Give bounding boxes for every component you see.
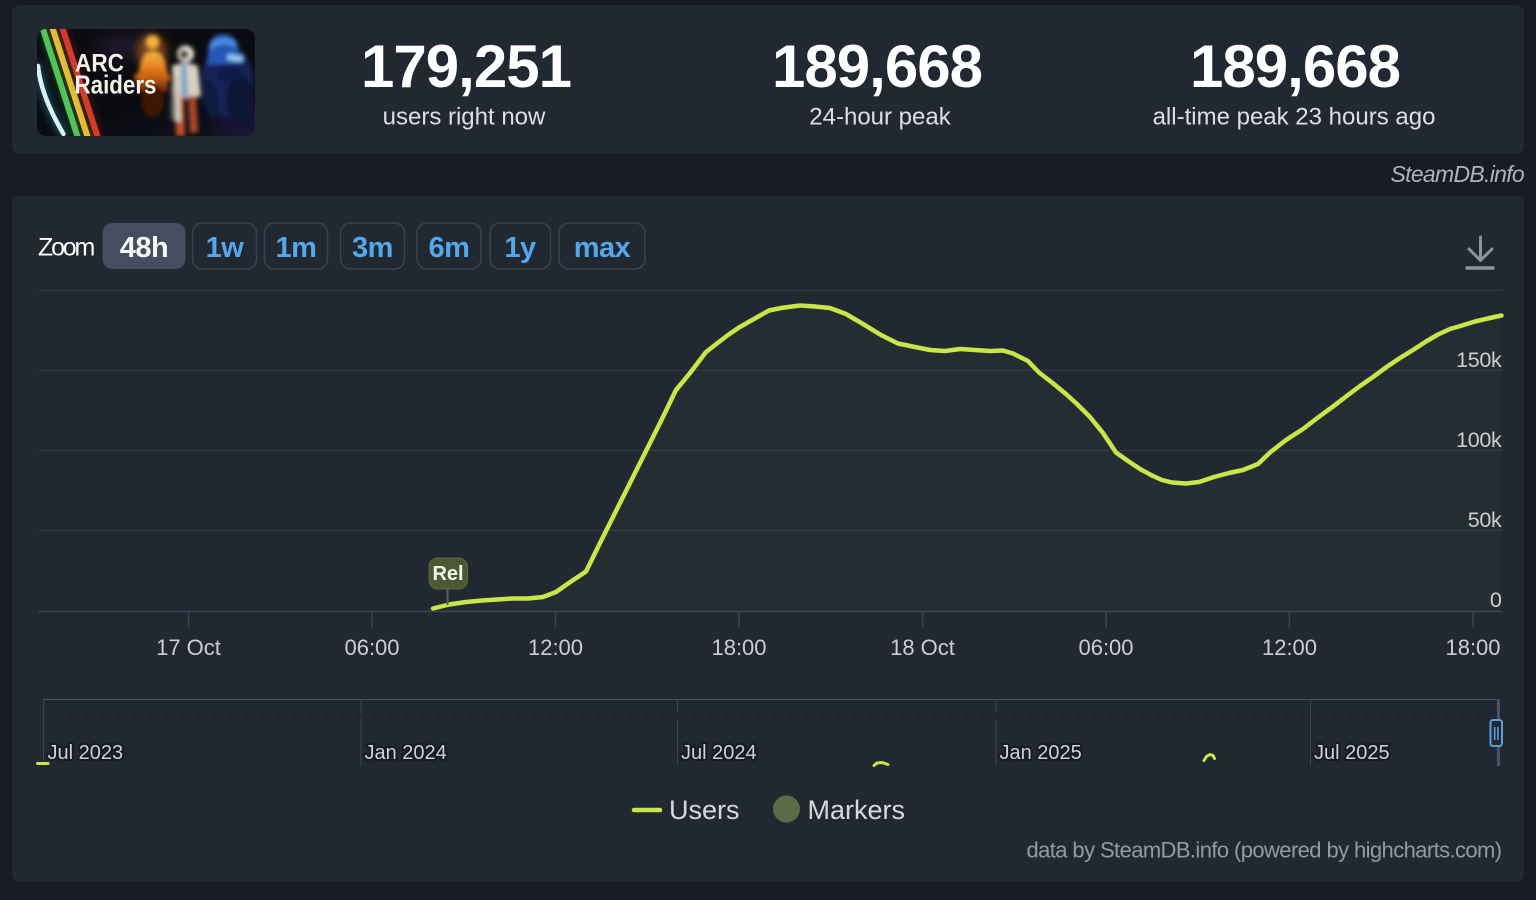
svg-text:Users: Users bbox=[669, 795, 740, 825]
svg-text:12:00: 12:00 bbox=[528, 635, 583, 660]
svg-text:100k: 100k bbox=[1456, 428, 1502, 452]
svg-text:1w: 1w bbox=[206, 232, 245, 264]
svg-text:Rel: Rel bbox=[432, 563, 463, 585]
svg-text:Jan 2024: Jan 2024 bbox=[365, 742, 447, 764]
svg-text:users right now: users right now bbox=[383, 104, 546, 131]
svg-text:17 Oct: 17 Oct bbox=[156, 635, 221, 660]
svg-text:24-hour peak: 24-hour peak bbox=[809, 104, 951, 131]
svg-text:Jul 2025: Jul 2025 bbox=[1314, 742, 1390, 764]
svg-text:179,251: 179,251 bbox=[361, 33, 571, 100]
svg-text:0: 0 bbox=[1490, 588, 1502, 612]
svg-text:ARC: ARC bbox=[75, 50, 124, 78]
svg-text:150k: 150k bbox=[1456, 348, 1502, 372]
svg-text:12:00: 12:00 bbox=[1262, 635, 1317, 660]
svg-text:06:00: 06:00 bbox=[344, 635, 399, 660]
svg-text:06:00: 06:00 bbox=[1078, 635, 1133, 660]
svg-text:3m: 3m bbox=[352, 232, 393, 264]
svg-text:18 Oct: 18 Oct bbox=[890, 635, 955, 660]
svg-text:189,668: 189,668 bbox=[772, 33, 982, 100]
svg-text:Raiders: Raiders bbox=[75, 70, 157, 100]
svg-text:Markers: Markers bbox=[808, 795, 906, 825]
svg-text:Jan 2025: Jan 2025 bbox=[1000, 742, 1082, 764]
svg-text:1y: 1y bbox=[504, 232, 536, 264]
svg-text:Zoom: Zoom bbox=[38, 234, 94, 262]
svg-text:all-time peak 23 hours ago: all-time peak 23 hours ago bbox=[1153, 104, 1436, 131]
svg-text:Jul 2023: Jul 2023 bbox=[48, 742, 124, 764]
svg-text:189,668: 189,668 bbox=[1190, 33, 1400, 100]
svg-text:SteamDB.info: SteamDB.info bbox=[1391, 161, 1525, 187]
svg-text:48h: 48h bbox=[120, 232, 168, 264]
svg-text:1m: 1m bbox=[276, 232, 317, 264]
svg-text:18:00: 18:00 bbox=[711, 635, 766, 660]
svg-text:50k: 50k bbox=[1468, 508, 1502, 532]
svg-text:6m: 6m bbox=[429, 232, 470, 264]
svg-text:Jul 2024: Jul 2024 bbox=[681, 742, 757, 764]
svg-text:data by SteamDB.info (powered: data by SteamDB.info (powered by highcha… bbox=[1027, 838, 1502, 863]
svg-text:18:00: 18:00 bbox=[1445, 635, 1500, 660]
svg-text:max: max bbox=[574, 232, 631, 264]
